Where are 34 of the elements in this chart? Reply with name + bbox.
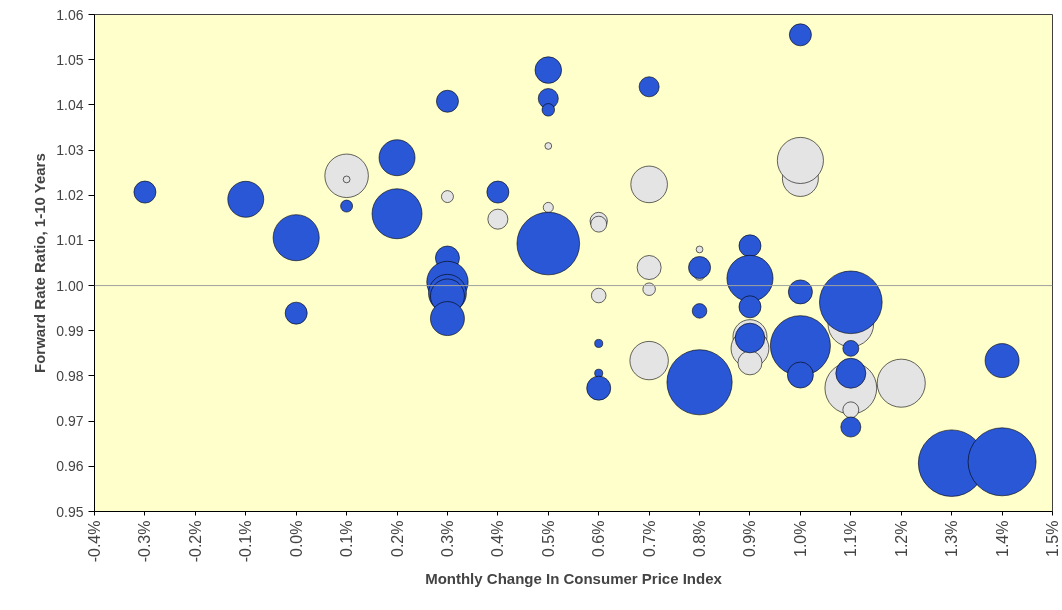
x-tick-label: -0.2% bbox=[186, 520, 204, 563]
y-tick-label: 1.06 bbox=[56, 6, 84, 23]
x-tick-label: 0.6% bbox=[590, 520, 608, 557]
x-tick-label: 0.4% bbox=[489, 520, 507, 557]
x-tick-label: -0.4% bbox=[86, 520, 103, 563]
y-tick-label: 1.04 bbox=[56, 96, 84, 113]
x-tick-label: 0.2% bbox=[388, 520, 406, 557]
x-tick-label: 0.3% bbox=[438, 520, 456, 557]
x-tick-label: 1.3% bbox=[943, 520, 961, 557]
x-tick-label: 0.8% bbox=[691, 520, 709, 557]
y-tick-label: 0.98 bbox=[56, 367, 84, 384]
x-tick-label: 1.2% bbox=[892, 520, 910, 557]
y-axis-title: Forward Rate Ratio, 1-10 Years bbox=[31, 153, 49, 374]
y-tick-label: 0.95 bbox=[56, 503, 84, 520]
x-axis-title: Monthly Change In Consumer Price Index bbox=[425, 570, 723, 588]
y-tick-label: 0.97 bbox=[56, 413, 84, 430]
x-tick-label: -0.3% bbox=[136, 520, 154, 563]
x-tick-label: 0.9% bbox=[741, 520, 759, 557]
x-tick-label: 0.0% bbox=[287, 520, 305, 557]
x-tick-label: 0.5% bbox=[539, 520, 557, 557]
x-tick-label: 1.4% bbox=[993, 520, 1011, 557]
y-tick-label: 1.02 bbox=[56, 187, 84, 204]
x-tick-label: -0.1% bbox=[237, 520, 255, 563]
x-tick-label: 0.1% bbox=[338, 520, 356, 557]
y-tick-label: 0.96 bbox=[56, 458, 84, 475]
x-tick-label: 1.1% bbox=[842, 520, 860, 557]
x-tick-label: 1.5% bbox=[1044, 520, 1061, 557]
y-tick-label: 1.05 bbox=[56, 51, 84, 68]
y-tick-label: 0.99 bbox=[56, 322, 84, 339]
x-tick-label: 0.7% bbox=[640, 520, 658, 557]
x-tick-label: 1.0% bbox=[791, 520, 809, 557]
y-tick-label: 1.00 bbox=[56, 277, 84, 294]
y-tick-label: 1.01 bbox=[56, 232, 84, 249]
y-tick-label: 1.03 bbox=[56, 142, 84, 159]
